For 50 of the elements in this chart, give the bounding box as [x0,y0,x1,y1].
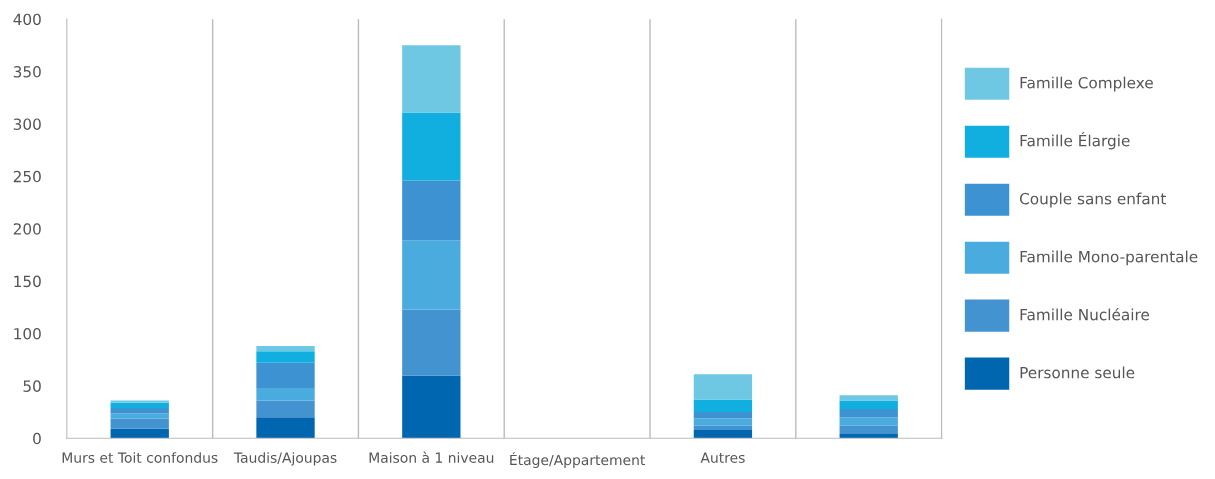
bar [110,400,169,403]
y-tick-label: 50 [23,380,41,392]
legend-label: Couple sans enfant [1019,192,1166,208]
bar [110,407,169,414]
y-tick-label: 100 [14,327,41,340]
bar [402,240,461,310]
x-tick-label: Autres [700,452,745,463]
y-tick-label: 200 [13,223,41,235]
x-tick-label: Taudis/Ajoupas [233,452,337,466]
bar [839,408,898,418]
bar [402,112,461,181]
bar [402,45,461,113]
bar [256,346,315,352]
bar [110,402,169,408]
bar [402,375,461,439]
bar [402,309,461,376]
legend-label: Famille Mono-parentale [1020,250,1198,266]
bar [110,428,169,439]
x-tick-label: Étage/Appartement [510,452,646,468]
x-tick-label: Maison à 1 niveau [369,451,494,463]
bar [256,351,315,363]
bar [110,418,169,429]
x-tick-label: Murs et Toit confondus [62,452,218,463]
bar [839,434,898,439]
bar [693,399,753,413]
bar [110,413,169,419]
bar [693,429,753,439]
bar [256,400,315,418]
y-tick-label: 350 [13,66,41,78]
bar [402,180,461,241]
legend-label: Famille Élargie [1020,132,1130,150]
bar [256,362,315,388]
bar [839,395,898,401]
bar [693,418,753,426]
bar [693,412,753,419]
bar [839,400,898,409]
y-tick-label: 250 [13,170,41,183]
y-tick-label: 0 [33,432,41,445]
bar [839,425,898,435]
bar [693,425,753,430]
bar [693,374,753,400]
bar [839,417,898,426]
bar [256,387,315,401]
y-tick-label: 400 [13,13,41,26]
y-tick-label: 150 [14,275,41,288]
bar [256,417,315,439]
legend-label: Famille Complexe [1020,76,1153,92]
y-tick-label: 300 [13,118,41,130]
legend-label: Personne seule [1020,366,1135,379]
legend-label: Famille Nucléaire [1020,307,1150,321]
